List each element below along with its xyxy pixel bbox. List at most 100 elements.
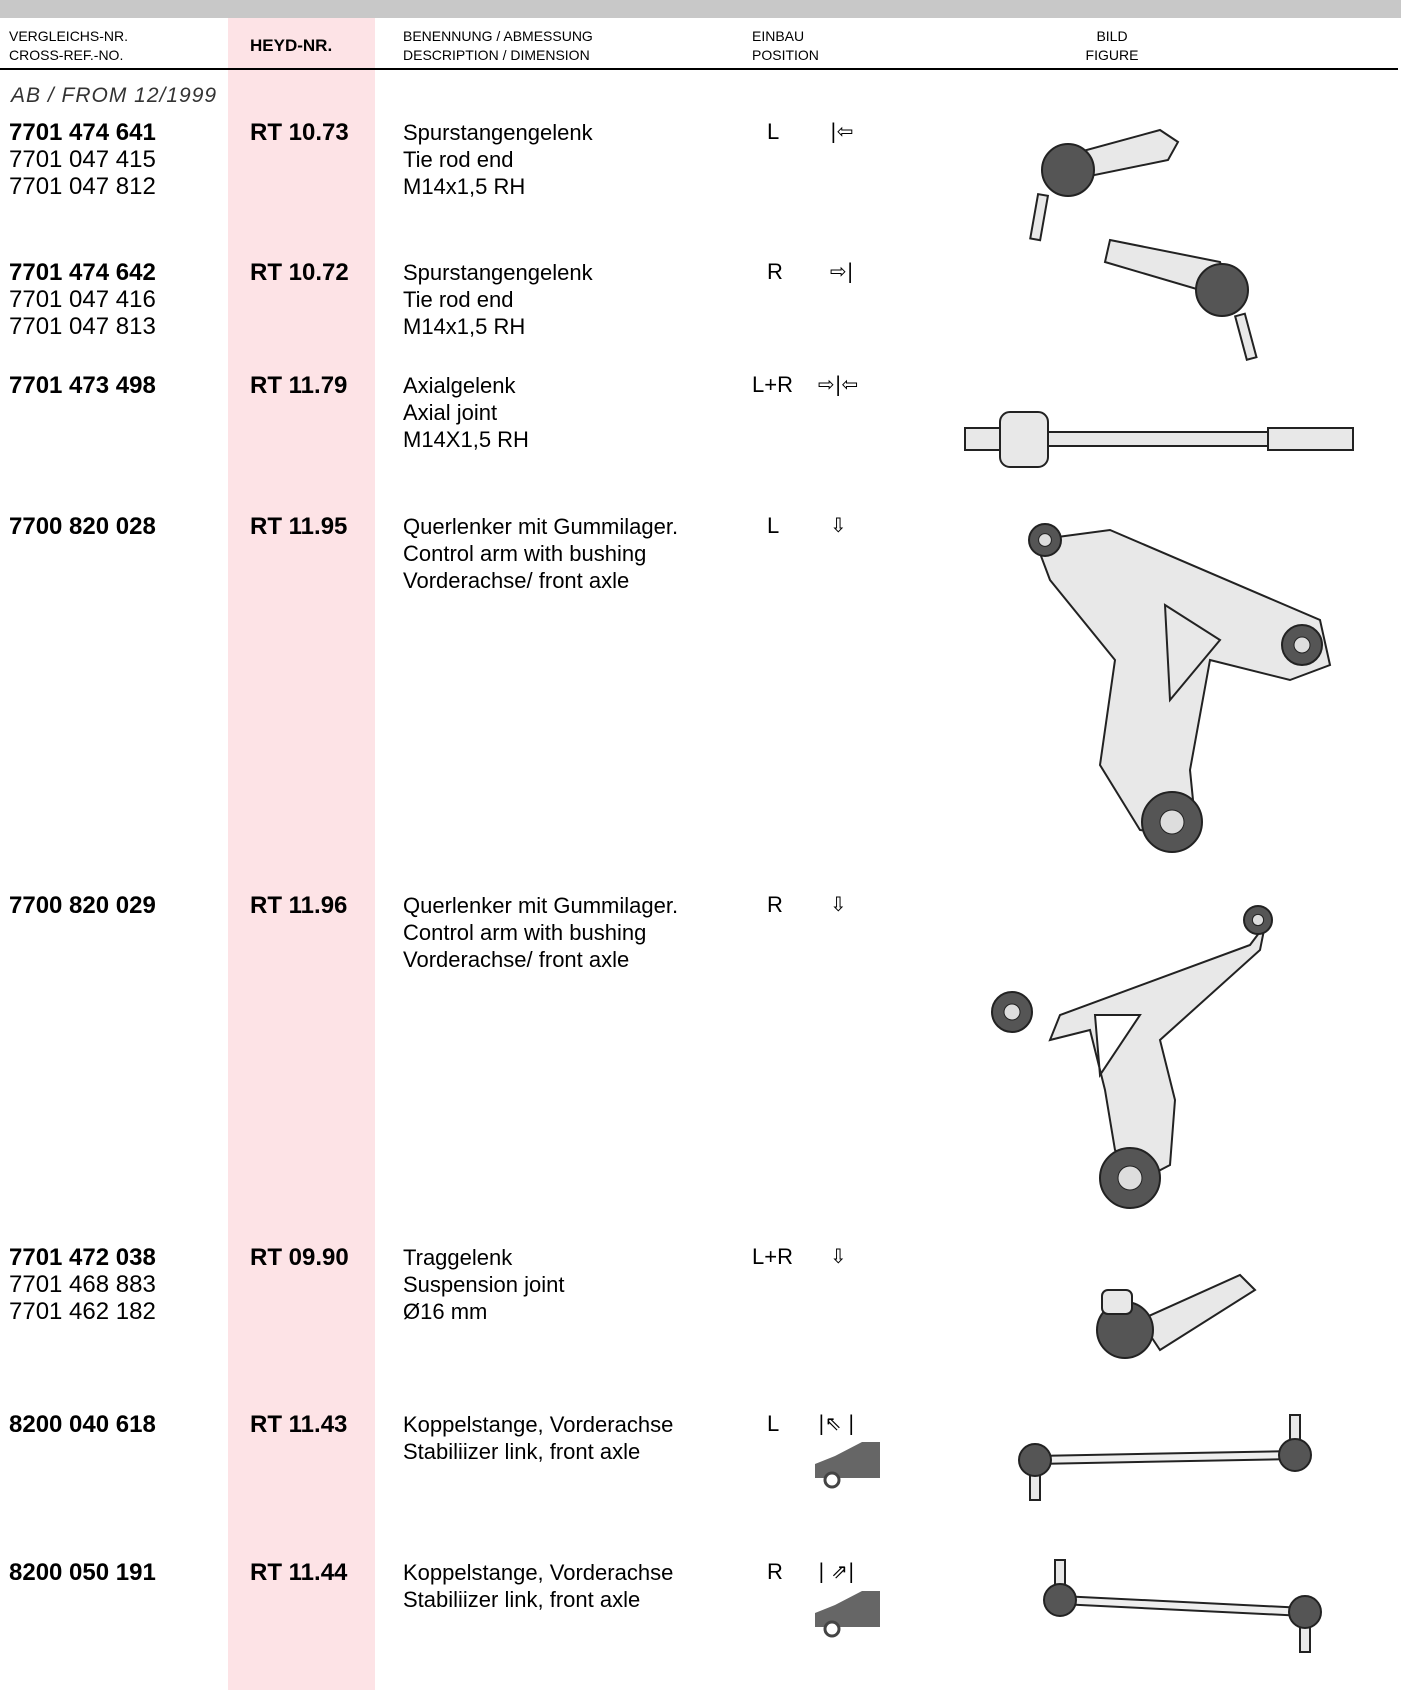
cr: 7701 462 182 [9, 1298, 156, 1325]
cr: 7701 474 642 [9, 259, 156, 286]
cr: 7701 468 883 [9, 1271, 156, 1298]
pos: L+R [752, 372, 793, 397]
figure-part [1101, 1289, 1133, 1315]
hdr: VERGLEICHS-NR. [9, 28, 129, 44]
figure-part [1003, 1003, 1021, 1021]
cr: 8200 040 618 [9, 1411, 156, 1438]
figure-part [1059, 1597, 1306, 1615]
arr: |⇖ | [818, 1411, 855, 1435]
hdr: CROSS-REF.-NO. [9, 47, 124, 63]
cr: 7700 820 028 [9, 513, 156, 540]
figure-part [999, 411, 1049, 468]
car-wheel [823, 1471, 841, 1489]
figure-part [1041, 143, 1095, 197]
cr: 7701 474 641 [9, 119, 156, 146]
cr: 7701 473 498 [9, 372, 156, 399]
desc: Koppelstange, Vorderachse [403, 1560, 674, 1585]
hdr: BENENNUNG / ABMESSUNG [403, 28, 593, 44]
heyd: RT 10.72 [250, 259, 349, 286]
figure-part [1293, 636, 1311, 654]
arr: ⇩ [830, 892, 847, 916]
figure-part [1117, 1165, 1143, 1191]
figure-part [1288, 1595, 1322, 1629]
desc: Suspension joint [403, 1272, 565, 1297]
figure-part [964, 427, 1001, 451]
heyd: RT 10.73 [250, 119, 349, 146]
desc: Spurstangengelenk [403, 260, 593, 285]
desc: Stabiliizer link, front axle [403, 1587, 641, 1612]
hdr: BILD [1096, 28, 1128, 44]
desc: Querlenker mit Gummilager. [403, 514, 679, 539]
pos: L [767, 513, 780, 538]
arr: | ⇗| [818, 1559, 855, 1583]
pos: R [767, 892, 783, 917]
cr: 8200 050 191 [9, 1559, 156, 1586]
figure-part [1018, 1443, 1052, 1477]
hdr: FIGURE [1085, 47, 1139, 63]
heyd: RT 11.95 [250, 513, 348, 540]
car-icon [815, 1442, 880, 1478]
desc: Tie rod end [403, 147, 514, 172]
figure-part [1043, 1583, 1077, 1617]
desc: Vorderachse/ front axle [403, 947, 630, 972]
figure-part [1138, 1273, 1257, 1352]
heyd: RT 11.96 [250, 892, 348, 919]
cr: 7701 047 813 [9, 313, 156, 340]
figure-part [1033, 528, 1332, 837]
hdr: DESCRIPTION / DIMENSION [403, 47, 590, 63]
figure-part [1278, 1438, 1312, 1472]
desc: Axialgelenk [403, 373, 516, 398]
pos: R [767, 259, 783, 284]
desc: Ø16 mm [403, 1299, 488, 1324]
desc: M14x1,5 RH [403, 174, 526, 199]
arr: ⇩ [830, 513, 847, 537]
hdr: HEYD-NR. [250, 36, 333, 55]
arr: |⇦ [830, 119, 854, 143]
header-rule [0, 68, 1398, 70]
desc: M14x1,5 RH [403, 314, 526, 339]
cr: 7701 047 416 [9, 286, 156, 313]
cr: 7700 820 029 [9, 892, 156, 919]
top-bar [0, 0, 1401, 18]
desc: Querlenker mit Gummilager. [403, 893, 679, 918]
pos: L [767, 1411, 780, 1436]
heyd: RT 11.79 [250, 372, 348, 399]
cr: 7701 047 812 [9, 173, 156, 200]
figure-part [1195, 263, 1249, 317]
pos: L [767, 119, 780, 144]
cr: 7701 047 415 [9, 146, 156, 173]
figure-part [1034, 1452, 1296, 1463]
desc: M14X1,5 RH [403, 427, 529, 452]
desc: Control arm with bushing [403, 920, 647, 945]
figure-part [1038, 533, 1052, 547]
hdr: POSITION [752, 47, 819, 63]
heyd: RT 09.90 [250, 1244, 349, 1271]
desc: Spurstangengelenk [403, 120, 593, 145]
desc: Axial joint [403, 400, 498, 425]
heyd: RT 11.44 [250, 1559, 348, 1586]
pos: L+R [752, 1244, 793, 1269]
desc: Control arm with bushing [403, 541, 647, 566]
car-icon [815, 1591, 880, 1627]
desc: Traggelenk [403, 1245, 513, 1270]
figure-part [1029, 192, 1050, 242]
figure-part [1233, 312, 1258, 361]
arr: ⇩ [830, 1244, 847, 1268]
arr: ⇨| [830, 259, 854, 283]
desc: Tie rod end [403, 287, 514, 312]
cr: 7701 472 038 [9, 1244, 156, 1271]
hdr: EINBAU [752, 28, 805, 44]
arr: ⇨|⇦ [818, 372, 859, 396]
heyd-column-bg [228, 18, 375, 1690]
figure-part [1251, 913, 1265, 927]
pos: R [767, 1559, 783, 1584]
desc: Koppelstange, Vorderachse [403, 1412, 674, 1437]
desc: Stabiliizer link, front axle [403, 1439, 641, 1464]
figure-part [1047, 431, 1269, 447]
desc: Vorderachse/ front axle [403, 568, 630, 593]
note: AB / FROM 12/1999 [11, 84, 218, 107]
car-wheel [823, 1620, 841, 1638]
figure-part [1159, 809, 1185, 835]
